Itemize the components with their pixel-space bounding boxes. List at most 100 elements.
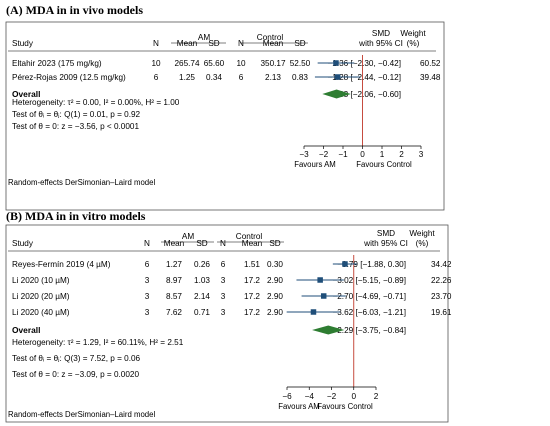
x-tick-label: −2 bbox=[327, 392, 337, 401]
study-weight: 23.70 bbox=[431, 292, 452, 301]
study-smd-ci: −0.79 [−1.88, 0.30] bbox=[337, 260, 406, 269]
study-mean-am: 265.74 bbox=[174, 59, 199, 68]
study-mean-control: 17.2 bbox=[244, 292, 260, 301]
study-sd-control: 0.30 bbox=[267, 260, 283, 269]
study-effect-square bbox=[334, 74, 341, 80]
x-tick-label: 0 bbox=[360, 150, 365, 159]
study-mean-am: 7.62 bbox=[166, 308, 182, 317]
x-tick-label: 3 bbox=[419, 150, 424, 159]
study-sd-control: 0.83 bbox=[292, 73, 308, 82]
study-sd-am: 2.14 bbox=[194, 292, 210, 301]
study-mean-control: 350.17 bbox=[260, 59, 285, 68]
study-n-am: 3 bbox=[145, 308, 150, 317]
study-mean-am: 1.25 bbox=[179, 73, 195, 82]
study-mean-am: 8.57 bbox=[166, 292, 182, 301]
x-tick-label: −6 bbox=[282, 392, 292, 401]
group-label: Control bbox=[236, 232, 263, 241]
study-weight: 60.52 bbox=[420, 59, 441, 68]
x-tick-label: −4 bbox=[305, 392, 315, 401]
study-mean-control: 17.2 bbox=[244, 308, 260, 317]
study-effect-square bbox=[342, 261, 348, 267]
study-effect-square bbox=[333, 60, 339, 66]
study-n-control: 10 bbox=[236, 59, 246, 68]
study-label: Pérez-Rojas 2009 (12.5 mg/kg) bbox=[12, 73, 126, 82]
study-n-control: 6 bbox=[221, 260, 226, 269]
study-sd-control: 2.90 bbox=[267, 308, 283, 317]
column-header: N bbox=[153, 39, 159, 48]
study-n-am: 6 bbox=[154, 73, 159, 82]
heterogeneity-stat: Test of θ = 0: z = −3.09, p = 0.0020 bbox=[12, 370, 139, 379]
study-label: Li 2020 (10 µM) bbox=[12, 276, 70, 285]
heterogeneity-stat: Test of θᵢ = θⱼ: Q(3) = 7.52, p = 0.06 bbox=[12, 354, 141, 363]
column-header: SD bbox=[269, 239, 280, 248]
heterogeneity-stat: Heterogeneity: τ² = 1.29, I² = 60.11%, H… bbox=[12, 338, 184, 347]
study-n-control: 3 bbox=[221, 308, 226, 317]
study-effect-square bbox=[320, 293, 327, 299]
model-note: Random-effects DerSimonian–Laird model bbox=[8, 410, 155, 419]
weight-header: Weight bbox=[409, 229, 435, 238]
x-tick-label: 0 bbox=[351, 392, 356, 401]
panel-b-title: (B) MDA in in vitro models bbox=[6, 209, 146, 223]
overall-label: Overall bbox=[12, 325, 40, 335]
study-label: Eltahir 2023 (175 mg/kg) bbox=[12, 59, 102, 68]
study-n-control: 3 bbox=[221, 292, 226, 301]
favours-left-label: Favours AM bbox=[278, 402, 320, 411]
study-mean-am: 8.97 bbox=[166, 276, 182, 285]
x-tick-label: −1 bbox=[338, 150, 348, 159]
study-label: Li 2020 (40 µM) bbox=[12, 308, 70, 317]
study-sd-am: 1.03 bbox=[194, 276, 210, 285]
study-effect-square bbox=[310, 309, 317, 315]
overall-label: Overall bbox=[12, 89, 40, 99]
heterogeneity-stat: Heterogeneity: τ² = 0.00, I² = 0.00%, H²… bbox=[12, 98, 180, 107]
x-tick-label: −2 bbox=[319, 150, 329, 159]
effect-header: SMD bbox=[372, 29, 390, 38]
heterogeneity-stat: Test of θ = 0: z = −3.56, p < 0.0001 bbox=[12, 122, 139, 131]
x-tick-label: 1 bbox=[380, 150, 385, 159]
x-tick-label: 2 bbox=[374, 392, 379, 401]
study-smd-ci: −3.62 [−6.03, −1.21] bbox=[332, 308, 406, 317]
weight-header: (%) bbox=[407, 39, 420, 48]
study-mean-control: 2.13 bbox=[265, 73, 281, 82]
model-note: Random-effects DerSimonian–Laird model bbox=[8, 178, 155, 187]
study-effect-square bbox=[317, 277, 323, 283]
study-n-am: 3 bbox=[145, 276, 150, 285]
study-sd-control: 52.50 bbox=[290, 59, 311, 68]
study-smd-ci: −1.28 [−2.44, −0.12] bbox=[327, 73, 401, 82]
overall-diamond bbox=[312, 325, 345, 335]
panel-frame bbox=[5, 224, 449, 423]
study-n-am: 3 bbox=[145, 292, 150, 301]
study-mean-am: 1.27 bbox=[166, 260, 182, 269]
column-header: SD bbox=[196, 239, 207, 248]
overall-smd-ci: −2.29 [−3.75, −0.84] bbox=[332, 326, 406, 335]
column-header: SD bbox=[294, 39, 305, 48]
study-mean-control: 17.2 bbox=[244, 276, 260, 285]
study-sd-am: 0.71 bbox=[194, 308, 210, 317]
panel-frame bbox=[5, 21, 445, 211]
column-header: Study bbox=[12, 239, 34, 248]
overall-diamond bbox=[322, 89, 351, 99]
study-n-control: 6 bbox=[239, 73, 244, 82]
group-label: AM bbox=[182, 232, 194, 241]
column-header: N bbox=[220, 239, 226, 248]
weight-header: (%) bbox=[416, 239, 429, 248]
study-n-control: 3 bbox=[221, 276, 226, 285]
study-n-am: 10 bbox=[151, 59, 161, 68]
group-label: Control bbox=[257, 33, 284, 42]
weight-header: Weight bbox=[400, 29, 426, 38]
favours-left-label: Favours AM bbox=[294, 160, 336, 169]
heterogeneity-stat: Test of θᵢ = θⱼ: Q(1) = 0.01, p = 0.92 bbox=[12, 110, 141, 119]
panel-a-title: (A) MDA in in vivo models bbox=[6, 3, 144, 17]
study-sd-control: 2.90 bbox=[267, 276, 283, 285]
study-sd-control: 2.90 bbox=[267, 292, 283, 301]
overall-smd-ci: −1.33 [−2.06, −0.60] bbox=[327, 90, 401, 99]
column-header: N bbox=[144, 239, 150, 248]
column-header: SD bbox=[208, 39, 219, 48]
study-label: Reyes-Fermín 2019 (4 µM) bbox=[12, 260, 111, 269]
column-header: Mean bbox=[164, 239, 185, 248]
study-sd-am: 0.34 bbox=[206, 73, 222, 82]
study-smd-ci: −1.36 [−2.30, −0.42] bbox=[327, 59, 401, 68]
study-smd-ci: −3.02 [−5.15, −0.89] bbox=[332, 276, 406, 285]
study-weight: 19.61 bbox=[431, 308, 452, 317]
